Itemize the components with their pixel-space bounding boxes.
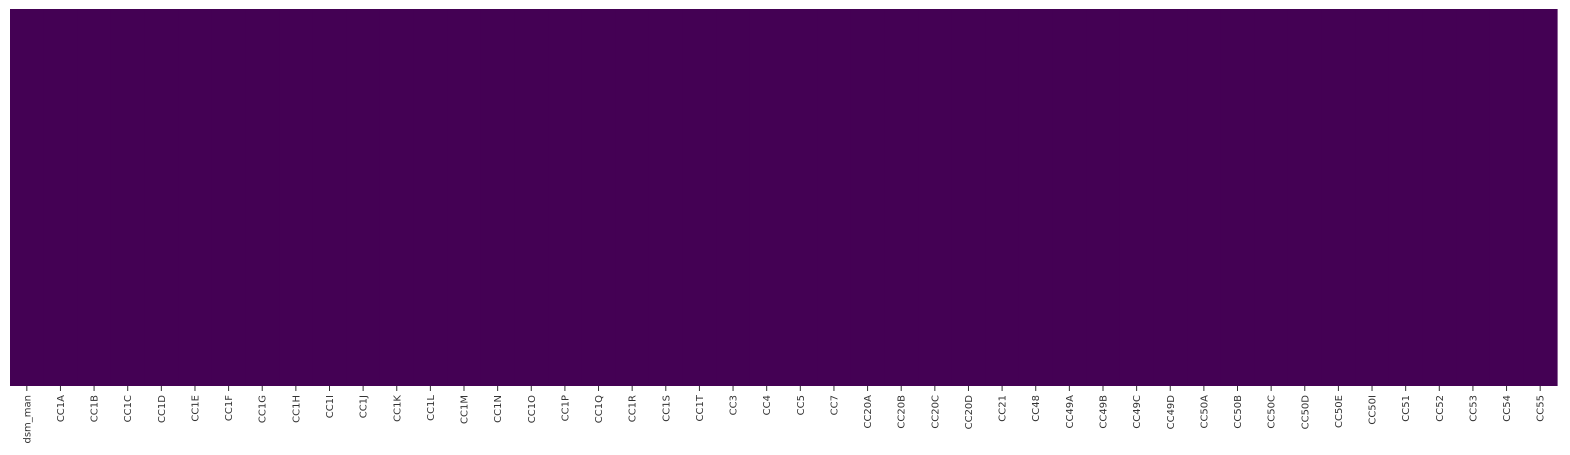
x-tick-label: CC1S: [661, 395, 672, 422]
heatmap-cell-CC1C: [110, 9, 146, 386]
x-tick-label: CC48: [1031, 395, 1042, 422]
heatmap-cell-CC4: [749, 9, 785, 386]
heatmap-cell-CC5: [783, 9, 818, 386]
heatmap-cell-CC1H: [279, 9, 314, 386]
heatmap-cell-CC1N: [480, 9, 516, 386]
x-tick-label: CC1B: [90, 395, 101, 422]
heatmap-cell-CC1G: [245, 9, 280, 386]
x-tick-label: dsm_man: [22, 395, 33, 444]
x-axis-ticks: dsm_man CC1A CC1B CC1C CC1D CC1E CC1F CC1G CC1H C…: [22, 386, 1547, 444]
x-tick-label: CC20B: [897, 395, 908, 429]
heatmap-cell-CC49C: [1119, 9, 1155, 386]
heatmap-cell-dsm_man: [10, 9, 45, 386]
x-tick-label: CC7: [829, 395, 840, 415]
heatmap-cell-CC1F: [211, 9, 247, 386]
x-tick-label: CC55: [1536, 395, 1547, 422]
heatmap-cell-CC1I: [312, 9, 347, 386]
heatmap-cell-CC51: [1388, 9, 1424, 386]
x-tick-label: CC1R: [628, 395, 639, 422]
x-tick-label: CC1N: [493, 395, 504, 423]
x-tick-label: CC4: [762, 395, 773, 415]
x-tick-label: CC49A: [1065, 395, 1076, 429]
x-tick-label: CC51: [1401, 395, 1412, 422]
x-tick-label: CC1O: [527, 395, 538, 423]
x-tick-label: CC1J: [359, 395, 370, 418]
heatmap-cell-CC3: [716, 9, 751, 386]
x-tick-label: CC21: [998, 395, 1009, 422]
heatmap-cell-CC20D: [951, 9, 986, 386]
heatmap-cell-CC1Q: [581, 9, 616, 386]
heatmap-cell-CC1A: [43, 9, 78, 386]
x-tick-label: CC5: [796, 395, 807, 415]
heatmap-cell-CC50C: [1254, 9, 1289, 386]
heatmap-cell-CC55: [1523, 9, 1558, 386]
x-tick-label: CC1Q: [594, 395, 605, 423]
x-tick-label: CC1D: [157, 395, 168, 423]
heatmap-cell-CC1T: [682, 9, 717, 386]
x-tick-label: CC1M: [460, 395, 471, 424]
heatmap-cell-CC1R: [615, 9, 650, 386]
heatmap-cell-CC53: [1456, 9, 1491, 386]
heatmap-cell-CC52: [1422, 9, 1457, 386]
heatmap-cell-CC1B: [77, 9, 112, 386]
x-tick-label: CC50I: [1368, 395, 1379, 425]
heatmap-cell-CC50E: [1321, 9, 1356, 386]
x-tick-label: CC1E: [190, 395, 201, 422]
heatmap-cell-CC50I: [1355, 9, 1390, 386]
x-tick-label: CC53: [1468, 395, 1479, 422]
x-tick-label: CC50D: [1300, 395, 1311, 430]
x-tick-label: CC1K: [392, 395, 403, 422]
x-tick-label: CC20D: [964, 395, 975, 430]
heatmap-cell-CC1K: [379, 9, 415, 386]
heatmap-cell-CC20C: [918, 9, 953, 386]
x-tick-label: CC1L: [426, 395, 437, 421]
x-tick-label: CC1G: [258, 395, 269, 423]
x-tick-label: CC54: [1502, 395, 1513, 422]
heatmap-cell-CC20B: [884, 9, 919, 386]
heatmap-cell-CC1M: [447, 9, 482, 386]
x-tick-label: CC1C: [123, 395, 134, 422]
heatmap-cell-CC1J: [346, 9, 381, 386]
heatmap-cells: [10, 9, 1558, 386]
x-tick-label: CC49B: [1098, 395, 1109, 429]
x-tick-label: CC49C: [1132, 395, 1143, 429]
heatmap-cell-CC54: [1489, 9, 1524, 386]
x-tick-label: CC1I: [325, 395, 336, 418]
x-tick-label: CC20C: [930, 395, 941, 429]
heatmap-cell-CC1P: [548, 9, 583, 386]
heatmap-cell-CC1D: [144, 9, 179, 386]
heatmap-cell-CC21: [985, 9, 1020, 386]
heatmap-cell-CC48: [1018, 9, 1054, 386]
x-tick-label: CC50C: [1267, 395, 1278, 429]
x-tick-label: CC1H: [291, 395, 302, 423]
heatmap-cell-CC49D: [1153, 9, 1188, 386]
heatmap-cell-CC1S: [648, 9, 684, 386]
heatmap-cell-CC1L: [413, 9, 448, 386]
x-tick-label: CC3: [729, 395, 740, 415]
heatmap-cell-CC1O: [514, 9, 549, 386]
heatmap-cell-CC20A: [850, 9, 885, 386]
heatmap-cell-CC50D: [1287, 9, 1323, 386]
x-tick-label: CC1F: [224, 395, 235, 421]
heatmap-cell-CC50A: [1187, 9, 1222, 386]
x-tick-label: CC52: [1435, 395, 1446, 422]
heatmap-cell-CC1E: [178, 9, 213, 386]
heatmap-cell-CC50B: [1220, 9, 1255, 386]
x-tick-label: CC49D: [1166, 395, 1177, 430]
x-tick-label: CC50A: [1199, 395, 1210, 429]
x-tick-label: CC50E: [1334, 395, 1345, 428]
heatmap-cell-CC49B: [1086, 9, 1121, 386]
heatmap-cell-CC7: [817, 9, 852, 386]
x-tick-label: CC1A: [56, 395, 67, 422]
x-tick-label: CC1P: [560, 395, 571, 421]
x-tick-label: CC1T: [695, 394, 706, 421]
heatmap-cell-CC49A: [1052, 9, 1087, 386]
x-tick-label: CC50B: [1233, 395, 1244, 429]
x-tick-label: CC20A: [863, 395, 874, 429]
